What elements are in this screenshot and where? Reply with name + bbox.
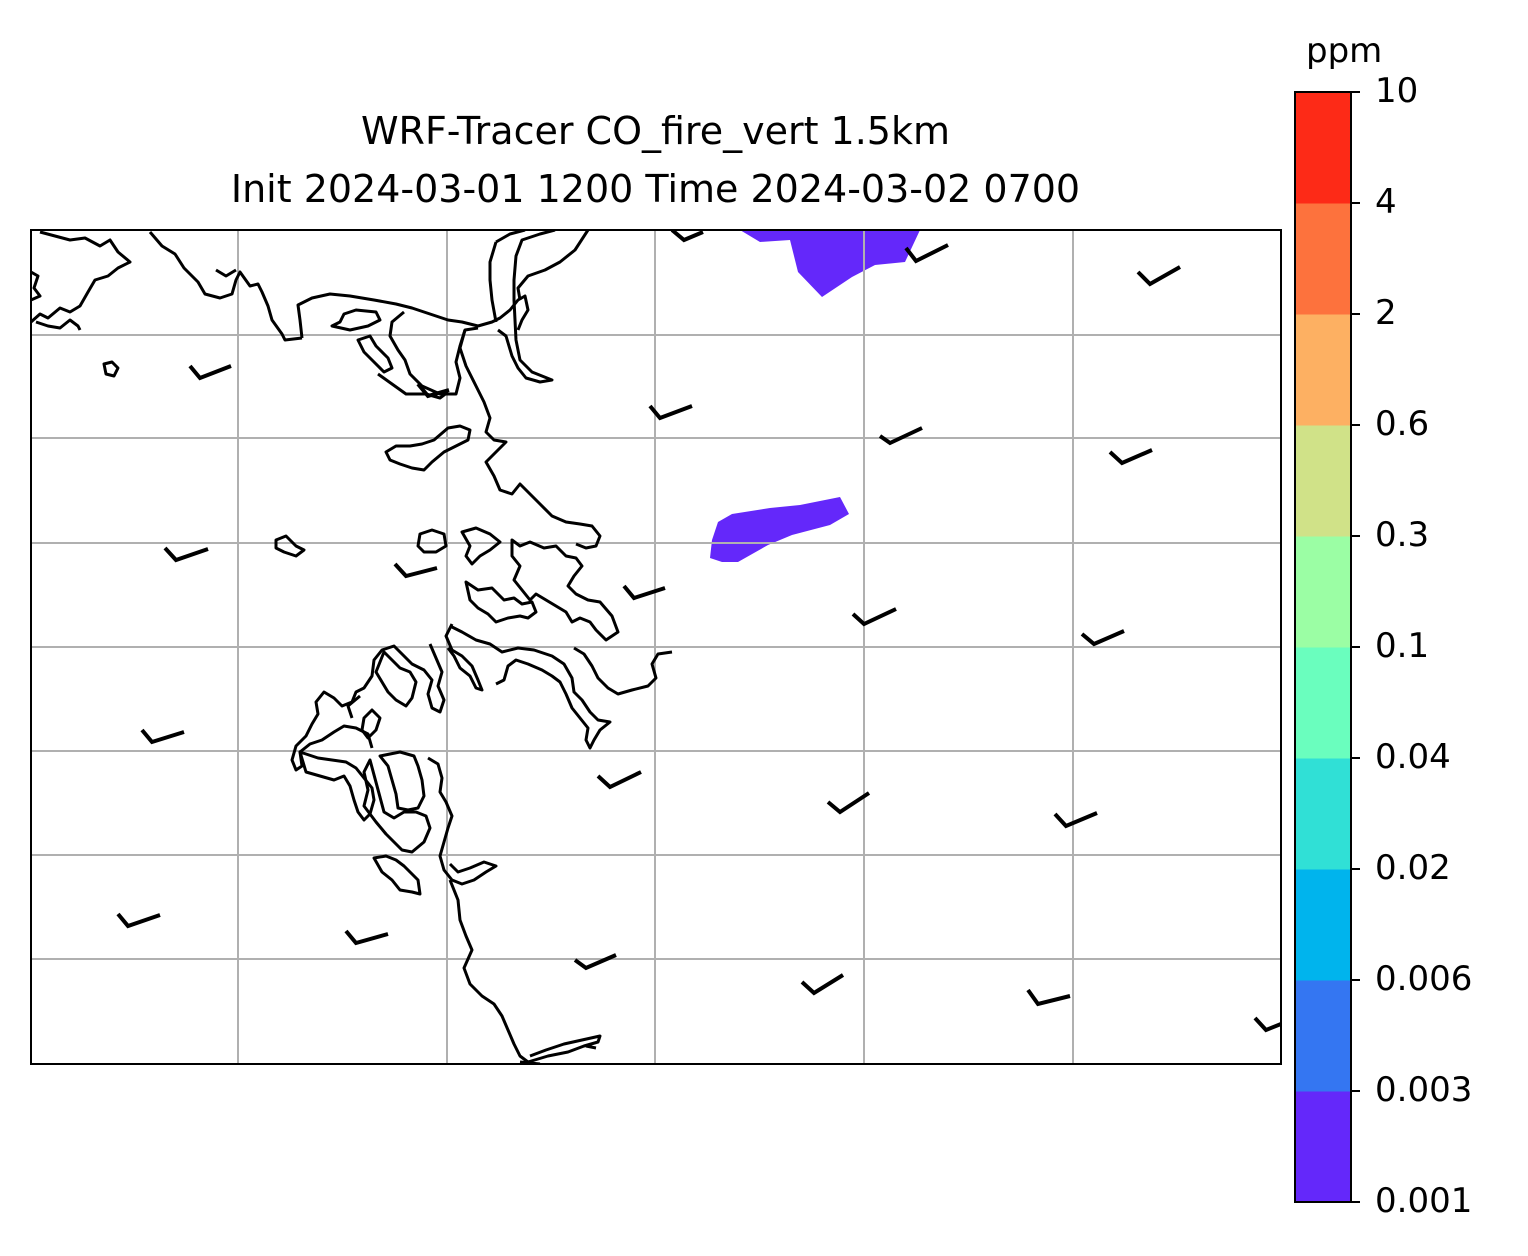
colorbar-tick-label: 10 [1375,71,1419,111]
colorbar-tick-label: 0.02 [1375,848,1451,888]
map-frame [30,229,1282,1065]
colorbar-tick-label: 0.3 [1375,515,1430,555]
colorbar-tick-label: 0.04 [1375,737,1451,777]
wind-barb [116,912,161,929]
wind-barb [573,953,617,971]
wind-barb [163,546,209,563]
wind-barb [1253,1016,1281,1033]
wind-barb [344,929,389,946]
wind-barb [648,404,693,421]
wind-barbs [116,230,1281,1033]
wind-barb [622,584,666,601]
coastline [31,230,673,1064]
wind-barb [188,364,232,381]
colorbar-tick-label: 0.006 [1375,959,1473,999]
plume-north [740,230,920,297]
wind-barb [826,791,871,815]
colorbar-band [1295,647,1351,759]
wind-barb [1053,811,1098,829]
colorbar-band [1295,314,1351,426]
wind-barb [670,230,704,243]
wind-barb [878,426,923,446]
colorbar-band [1295,92,1351,204]
colorbar-band [1295,425,1351,537]
colorbar-unit: ppm [1306,31,1383,71]
wind-barb [904,243,949,264]
wind-barb [416,382,450,399]
colorbar-band [1295,203,1351,315]
colorbar-tick-label: 0.1 [1375,626,1430,666]
colorbar [1294,91,1360,1203]
wind-barb [1108,448,1153,466]
colorbar-tick-label: 0.003 [1375,1070,1473,1110]
map-title-line1: WRF-Tracer CO_fire_vert 1.5km [360,109,951,153]
tracer-plume [710,230,920,562]
colorbar-band [1295,1091,1351,1203]
colorbar-tick-label: 0.001 [1375,1181,1473,1221]
colorbar-band [1295,758,1351,870]
wind-barb [596,770,642,790]
colorbar-tick-label: 2 [1375,293,1397,333]
gridlines [31,230,1281,1064]
colorbar-band [1295,980,1351,1092]
plume-central [710,497,849,562]
colorbar-band [1295,536,1351,648]
map-panel [31,230,1281,1064]
wind-barb [800,973,845,996]
wind-barb [1080,629,1125,647]
colorbar-band [1295,869,1351,981]
wind-barb [851,607,897,627]
map-title-line2: Init 2024-03-01 1200 Time 2024-03-02 070… [230,167,1081,211]
wind-barb [393,562,438,579]
colorbar-tick-label: 0.6 [1375,404,1430,444]
wind-barb [140,728,185,745]
wind-barb [1136,265,1181,287]
colorbar-tick-label: 4 [1375,182,1397,222]
wind-barb [1026,988,1071,1007]
